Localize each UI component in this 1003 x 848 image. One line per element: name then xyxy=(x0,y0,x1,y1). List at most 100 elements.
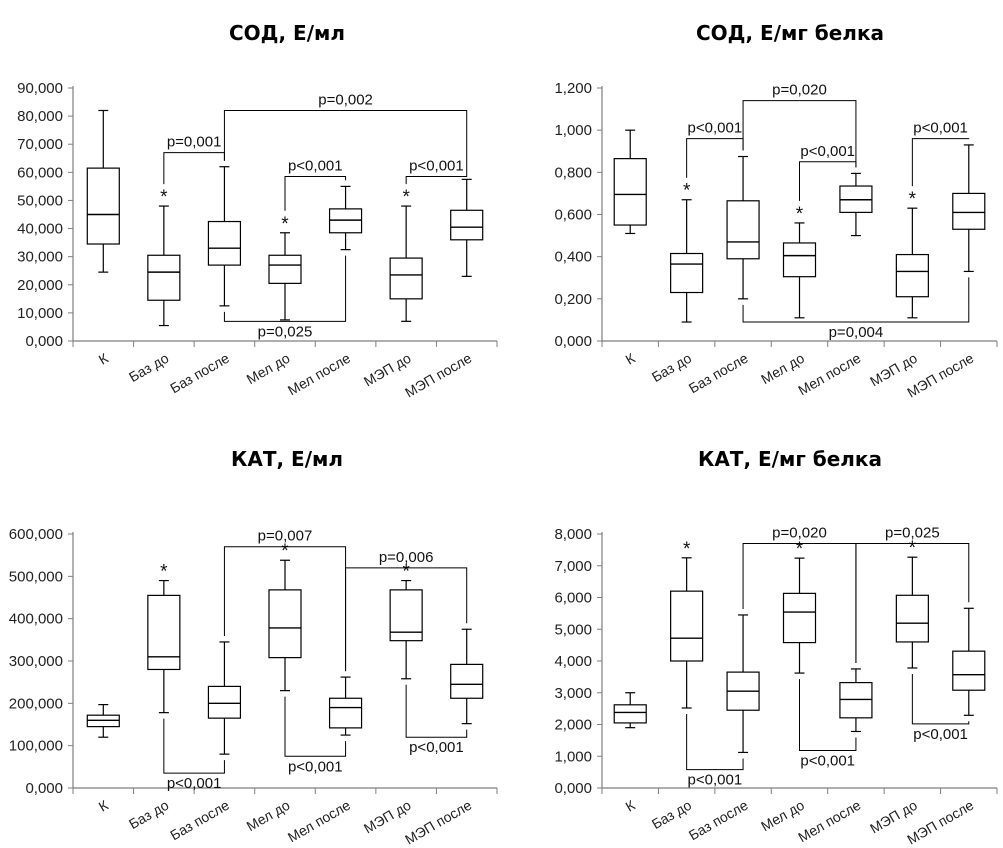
comparison-line xyxy=(163,152,225,185)
comparison-line xyxy=(686,138,744,178)
comparison-line xyxy=(284,696,347,757)
box-iqr xyxy=(952,192,986,230)
y-tick-label: 40,000 xyxy=(17,221,63,238)
p-value-label: p<0,001 xyxy=(288,158,343,175)
y-tick-label: 0,000 xyxy=(554,333,592,350)
y-tick-label: 90,000 xyxy=(17,80,63,97)
y-tick-label: 0,600 xyxy=(554,207,592,224)
x-category-label: Баз до xyxy=(126,797,171,833)
p-value-label: p<0,001 xyxy=(800,143,855,160)
chart-kat-per-mg-protein: КАТ, Е/мг белка 0,000 1,000 2,000 3,000 4,00… xyxy=(554,447,998,848)
x-category-label: Мел после xyxy=(795,350,863,399)
x-category-label: Мел после xyxy=(285,350,353,399)
box-plot xyxy=(86,704,120,738)
box-plot xyxy=(207,166,242,307)
plot-area: 0,000 100,000 200,000 300,000 400,000 500,000… xyxy=(9,526,498,848)
y-tick-label: 6,000 xyxy=(554,590,592,607)
box-plot xyxy=(207,641,242,755)
box-plot xyxy=(782,557,817,674)
y-tick-label: 300,000 xyxy=(9,653,63,670)
significance-star: * xyxy=(683,181,691,202)
comparison-bracket: p<0,001 xyxy=(405,158,468,185)
comparison-bracket: p<0,001 xyxy=(686,120,744,178)
p-value-label: p=0,025 xyxy=(885,525,940,542)
comparison-line xyxy=(223,255,347,322)
y-tick-label: 8,000 xyxy=(554,526,592,543)
box-iqr xyxy=(782,592,817,644)
y-tick-label: 70,000 xyxy=(17,136,63,153)
y-tick-label: 200,000 xyxy=(9,695,63,712)
box-iqr xyxy=(147,254,181,301)
p-value-label: p<0,001 xyxy=(688,120,743,137)
comparison-bracket: p<0,001 xyxy=(911,120,970,187)
box-plot xyxy=(450,628,484,725)
x-category-label: Мел до xyxy=(244,350,293,388)
significance-star: * xyxy=(796,204,804,225)
box-plot xyxy=(952,607,986,716)
box-iqr xyxy=(268,254,302,284)
y-tick-label: 1,000 xyxy=(554,748,592,765)
x-category-label: Баз до xyxy=(649,350,694,386)
y-tick-label: 3,000 xyxy=(554,685,592,702)
box-iqr xyxy=(147,594,181,671)
box-plot xyxy=(389,205,423,322)
chart-sod-per-ml: СОД, Е/мл 0,000 10,000 20,000 30,000 40,000 5… xyxy=(17,21,498,401)
box-plot xyxy=(450,178,484,277)
y-tick-label: 20,000 xyxy=(17,277,63,294)
box-iqr xyxy=(207,220,242,266)
box-plot xyxy=(268,559,302,692)
box-iqr xyxy=(670,252,704,294)
box-plot xyxy=(268,232,302,321)
x-category-label: Баз до xyxy=(126,350,171,386)
x-category-label: Баз после xyxy=(167,350,232,397)
box-iqr xyxy=(328,697,363,729)
y-tick-label: 2,000 xyxy=(554,717,592,734)
y-tick-label: 500,000 xyxy=(9,568,63,585)
y-tick-label: 4,000 xyxy=(554,653,592,670)
p-value-label: p=0,025 xyxy=(258,323,313,340)
box-iqr xyxy=(839,681,873,719)
comparison-bracket: p<0,001 xyxy=(284,158,347,211)
significance-star: * xyxy=(796,539,804,560)
significance-star: * xyxy=(909,189,917,210)
box-plot xyxy=(726,614,760,754)
x-category-label: К xyxy=(623,349,639,367)
significance-star: * xyxy=(160,562,168,583)
p-value-label: p=0,007 xyxy=(258,528,313,545)
x-category-label: Баз до xyxy=(649,797,694,833)
significance-star: * xyxy=(402,187,410,208)
comparison-bracket: p=0,001 xyxy=(163,134,225,185)
comparison-bracket: p<0,001 xyxy=(405,684,468,756)
box-iqr xyxy=(613,158,647,226)
x-category-label: Баз после xyxy=(167,797,232,844)
plot-area: 0,000 0,200 0,400 0,600 0,800 1,000 1,200 К Баз … xyxy=(554,80,998,401)
chart-title: КАТ, Е/мл xyxy=(231,447,343,471)
significance-star: * xyxy=(281,541,289,562)
y-tick-label: 30,000 xyxy=(17,249,63,266)
comparison-bracket: p=0,002 xyxy=(223,91,468,174)
plot-area: 0,000 1,000 2,000 3,000 4,000 5,000 6,000 7,000… xyxy=(554,525,998,848)
y-tick-label: 0,200 xyxy=(554,291,592,308)
comparison-line xyxy=(163,718,225,774)
y-tick-label: 1,200 xyxy=(554,80,592,97)
box-iqr xyxy=(726,200,760,260)
x-category-label: МЭП после xyxy=(402,350,474,401)
box-plot xyxy=(147,205,181,327)
box-iqr xyxy=(207,685,242,719)
panel-kat-per-ml: КАТ, Е/мл 0,000 100,000 200,000 300,000 400,… xyxy=(0,424,500,848)
box-plot xyxy=(328,185,363,251)
comparison-line xyxy=(911,138,970,187)
comparison-line xyxy=(742,100,857,168)
panel-kat-per-mg-protein: КАТ, Е/мг белка 0,000 1,000 2,000 3,000 4,00… xyxy=(500,424,1003,848)
p-value-label: p<0,001 xyxy=(800,753,855,770)
y-tick-label: 1,000 xyxy=(554,122,592,139)
p-value-label: p=0,020 xyxy=(772,82,827,99)
p-value-label: p<0,001 xyxy=(288,758,343,775)
y-tick-label: 5,000 xyxy=(554,621,592,638)
p-value-label: p<0,001 xyxy=(409,739,464,756)
box-plot xyxy=(839,668,873,733)
box-plot xyxy=(895,207,929,319)
box-plot xyxy=(147,579,181,714)
y-tick-label: 600,000 xyxy=(9,526,63,543)
